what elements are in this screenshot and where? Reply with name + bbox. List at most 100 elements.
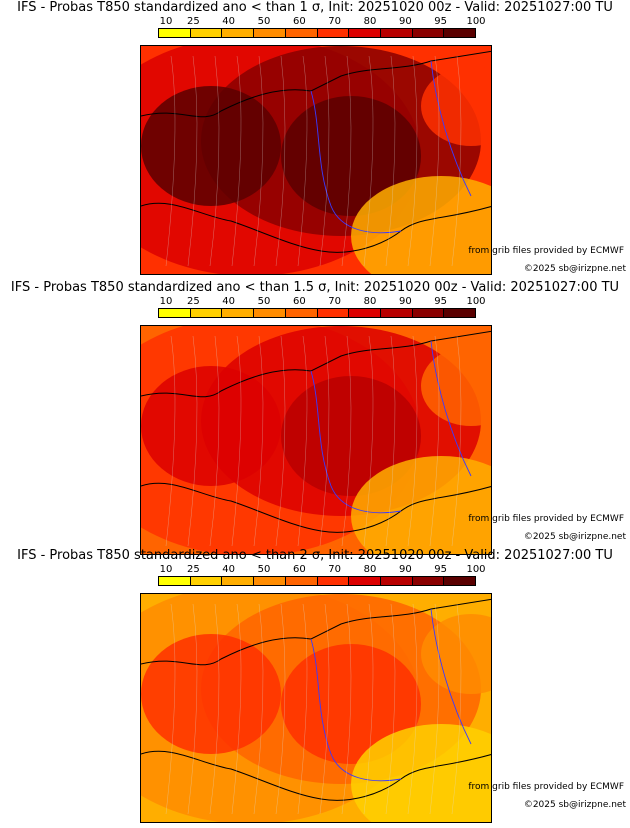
- source-credit: from grib files provided by ECMWF: [468, 782, 624, 792]
- colorbar: [158, 28, 476, 38]
- admin-boundary: [165, 335, 176, 547]
- colorbar-labels: 10 25 40 50 60 70 80 90 95 100: [158, 16, 486, 27]
- admin-boundary: [385, 335, 396, 547]
- colorbar-tick-label: 50: [257, 296, 271, 307]
- colorbar-swatch: [159, 309, 191, 317]
- colorbar-swatch: [317, 577, 350, 585]
- colorbar-tick-label: 80: [363, 564, 377, 575]
- admin-boundary: [165, 55, 176, 267]
- colorbar-swatch: [349, 29, 381, 37]
- colorbar-swatch: [317, 309, 350, 317]
- colorbar-swatch: [190, 29, 223, 37]
- admin-boundary: [275, 603, 286, 815]
- admin-boundary: [341, 603, 352, 815]
- colorbar-swatch: [317, 29, 350, 37]
- admin-boundary: [209, 335, 220, 547]
- colorbar-swatch: [412, 309, 445, 317]
- colorbar-tick-label: 100: [466, 564, 486, 575]
- admin-boundary: [319, 335, 330, 547]
- colorbar-tick-label: 50: [257, 16, 271, 27]
- colorbar-swatch: [380, 29, 413, 37]
- admin-boundary: [363, 55, 374, 267]
- admin-boundary: [209, 603, 220, 815]
- colorbar-swatch: [380, 309, 413, 317]
- colorbar-swatch: [412, 577, 445, 585]
- panel-title: IFS - Probas T850 standardized ano < tha…: [10, 280, 620, 295]
- colorbar-tick-label: 40: [222, 296, 236, 307]
- map-panel-2: IFS - Probas T850 standardized ano < tha…: [0, 280, 630, 555]
- admin-boundary: [451, 55, 462, 267]
- copyright-credit: ©2025 sb@irizpne.net: [523, 264, 626, 274]
- rivers: [310, 60, 472, 234]
- admin-boundary: [297, 335, 308, 547]
- probability-contour: [141, 634, 281, 754]
- colorbar-swatch: [349, 309, 381, 317]
- map-panel-1: IFS - Probas T850 standardized ano < tha…: [0, 0, 630, 275]
- colorbar-labels: 10 25 40 50 60 70 80 90 95 100: [158, 296, 486, 307]
- admin-boundary: [407, 603, 418, 815]
- admin-boundary: [385, 603, 396, 815]
- colorbar-tick-label: 80: [363, 16, 377, 27]
- admin-boundary: [187, 603, 198, 815]
- colorbar-tick-label: 90: [398, 16, 412, 27]
- coastline: [141, 50, 491, 253]
- admin-boundary: [231, 55, 242, 267]
- colorbar: [158, 308, 476, 318]
- admin-boundary: [363, 335, 374, 547]
- colorbar-tick-label: 25: [186, 564, 200, 575]
- admin-boundary: [429, 603, 440, 815]
- colorbar-swatch: [349, 577, 381, 585]
- admin-boundary: [275, 55, 286, 267]
- admin-boundary: [341, 55, 352, 267]
- admin-boundary: [253, 55, 264, 267]
- admin-boundary: [429, 55, 440, 267]
- rivers: [310, 608, 472, 782]
- colorbar-tick-label: 95: [434, 296, 448, 307]
- colorbar-swatch: [222, 29, 255, 37]
- colorbar-tick-label: 25: [186, 296, 200, 307]
- colorbar-tick-label: 10: [159, 16, 173, 27]
- probability-map: [140, 593, 492, 823]
- colorbar-tick-label: 70: [328, 296, 342, 307]
- admin-boundary: [385, 55, 396, 267]
- colorbar-swatch: [254, 577, 286, 585]
- colorbar-swatch: [159, 29, 191, 37]
- panel-title: IFS - Probas T850 standardized ano < tha…: [17, 548, 613, 563]
- colorbar-swatch: [380, 577, 413, 585]
- coastline: [141, 598, 491, 801]
- admin-boundary: [165, 603, 176, 815]
- colorbar-labels: 10 25 40 50 60 70 80 90 95 100: [158, 564, 486, 575]
- admin-boundary: [451, 603, 462, 815]
- colorbar-swatch: [190, 309, 223, 317]
- colorbar-swatch: [444, 577, 476, 585]
- colorbar-swatch: [190, 577, 223, 585]
- colorbar-tick-label: 60: [292, 16, 306, 27]
- colorbar-swatch: [412, 29, 445, 37]
- probability-map: [140, 325, 492, 555]
- probability-contour: [141, 366, 281, 486]
- colorbar-tick-label: 60: [292, 564, 306, 575]
- colorbar-swatch: [222, 309, 255, 317]
- colorbar-swatch: [254, 309, 286, 317]
- colorbar-tick-label: 10: [159, 564, 173, 575]
- colorbar-tick-label: 80: [363, 296, 377, 307]
- colorbar-tick-label: 95: [434, 16, 448, 27]
- source-credit: from grib files provided by ECMWF: [468, 514, 624, 524]
- admin-boundary: [341, 335, 352, 547]
- admin-boundary: [231, 603, 242, 815]
- colorbar-swatch: [285, 29, 318, 37]
- admin-boundary: [187, 335, 198, 547]
- coastline: [141, 330, 491, 533]
- admin-boundary: [275, 335, 286, 547]
- admin-boundary: [209, 55, 220, 267]
- colorbar-swatch: [285, 309, 318, 317]
- probability-contour: [141, 86, 281, 206]
- colorbar-tick-label: 40: [222, 564, 236, 575]
- admin-boundary: [231, 335, 242, 547]
- admin-boundary: [253, 603, 264, 815]
- probability-contour: [281, 96, 421, 216]
- colorbar-swatch: [159, 577, 191, 585]
- colorbar: [158, 576, 476, 586]
- admin-boundary: [319, 603, 330, 815]
- source-credit: from grib files provided by ECMWF: [468, 246, 624, 256]
